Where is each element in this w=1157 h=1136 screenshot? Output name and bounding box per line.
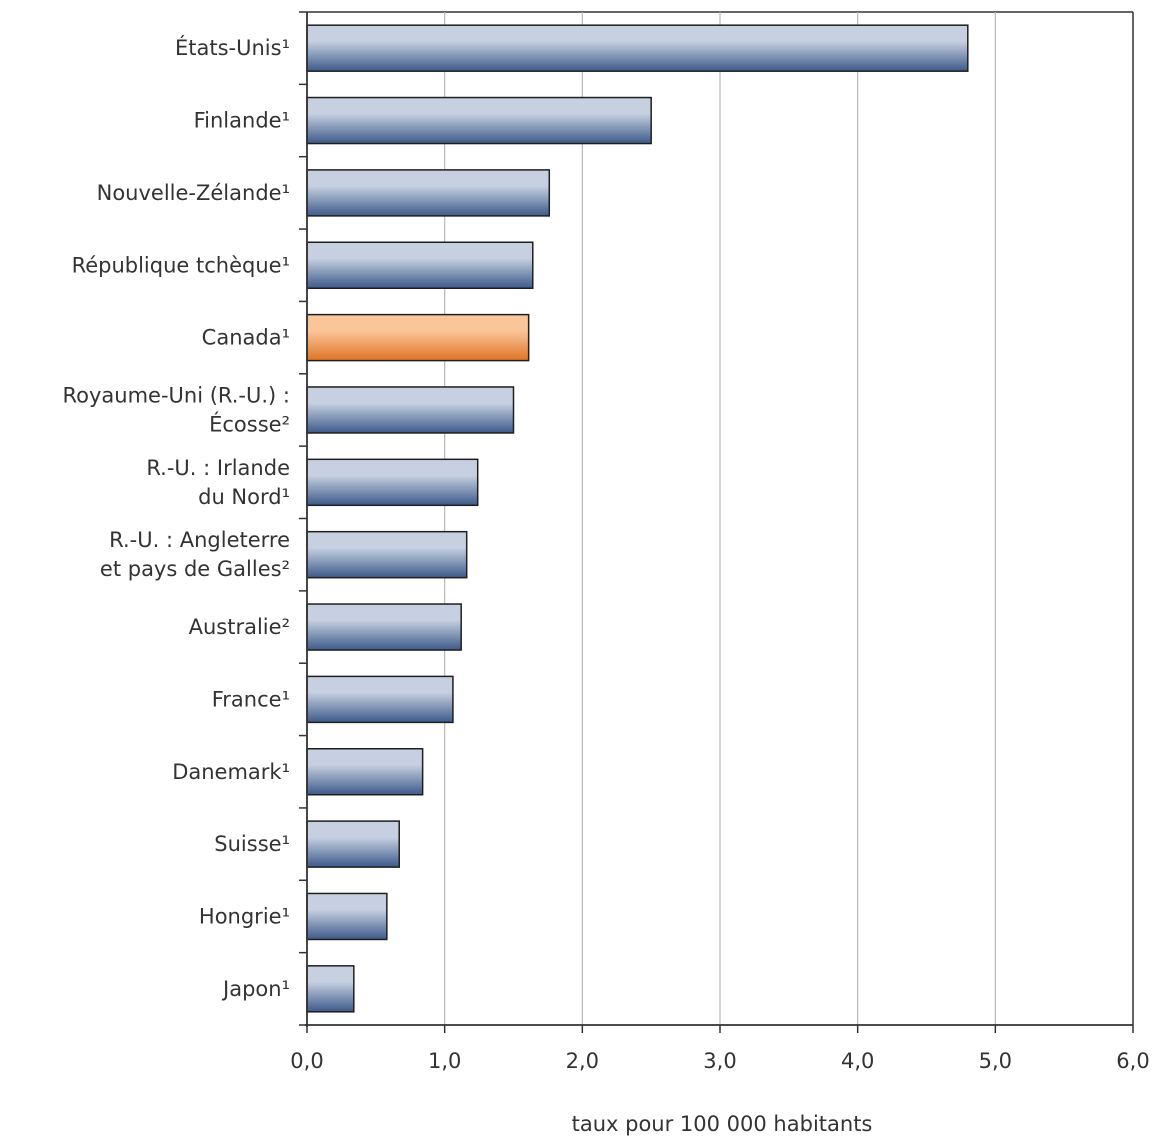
x-tick-label: 0,0 (290, 1049, 323, 1073)
category-label-line: Australie² (189, 615, 290, 639)
category-label: République tchèque¹ (72, 253, 290, 277)
category-label: Australie² (189, 615, 290, 639)
category-label: R.-U. : Angleterre et pays de Galles² (100, 528, 290, 581)
category-label-line: Japon¹ (221, 977, 290, 1001)
category-label-line: Canada¹ (202, 326, 290, 350)
category-label-line: Finlande¹ (194, 109, 290, 133)
bar (306, 530, 468, 579)
category-label: Canada¹ (202, 326, 290, 350)
x-axis-title: taux pour 100 000 habitants (572, 1112, 873, 1136)
x-tick-label: 4,0 (841, 1049, 874, 1073)
category-label-line: France¹ (212, 687, 290, 711)
bar (306, 241, 534, 289)
bar (306, 748, 424, 796)
category-label-line: Écosse² (209, 411, 290, 436)
category-label: R.-U. : Irlande du Nord¹ (146, 456, 290, 509)
bar (306, 169, 551, 217)
category-label: États-Unis¹ (175, 35, 290, 60)
category-label-line: Hongrie¹ (199, 904, 290, 928)
category-label: Nouvelle-Zélande¹ (97, 181, 290, 205)
x-tick-label: 6,0 (1116, 1049, 1149, 1073)
category-label-line: Danemark¹ (172, 760, 290, 784)
gridlines (444, 12, 996, 1025)
x-tick-label: 1,0 (428, 1049, 461, 1073)
x-tick-label: 5,0 (979, 1049, 1012, 1073)
category-label-line: Suisse¹ (214, 832, 290, 856)
category-label: Danemark¹ (172, 760, 290, 784)
bar (306, 965, 355, 1013)
bar (306, 675, 454, 724)
category-label-line: Nouvelle-Zélande¹ (97, 181, 290, 205)
x-tick-label: 2,0 (566, 1049, 599, 1073)
bar (306, 892, 388, 941)
category-label-line: du Nord¹ (198, 485, 290, 509)
category-label-line: République tchèque¹ (72, 253, 290, 277)
category-labels: États-Unis¹ Finlande¹ Nouvelle-Zélande¹ Rép… (62, 35, 290, 1001)
category-label: Suisse¹ (214, 832, 290, 856)
category-label: France¹ (212, 687, 290, 711)
category-label: Japon¹ (221, 977, 290, 1001)
bars (306, 24, 969, 1013)
bar (306, 386, 515, 434)
bar (306, 24, 969, 72)
bar (306, 458, 479, 507)
category-label-line: Royaume-Uni (R.-U.) : (62, 383, 290, 407)
bar (306, 96, 652, 145)
category-label-line: États-Unis¹ (175, 35, 290, 60)
bar (306, 820, 400, 868)
x-tick-label: 3,0 (703, 1049, 736, 1073)
category-label-line: R.-U. : Angleterre (109, 528, 290, 552)
axes (299, 11, 1134, 1033)
bar (306, 313, 530, 362)
x-tick-labels: 0,0 1,0 2,0 3,0 4,0 5,0 6,0 (290, 1049, 1149, 1073)
category-label-line: R.-U. : Irlande (146, 456, 290, 480)
category-label: Hongrie¹ (199, 904, 290, 928)
category-label: Royaume-Uni (R.-U.) : Écosse² (62, 383, 290, 436)
category-label-line: et pays de Galles² (100, 557, 290, 581)
bar (306, 603, 462, 651)
category-label: Finlande¹ (194, 109, 290, 133)
